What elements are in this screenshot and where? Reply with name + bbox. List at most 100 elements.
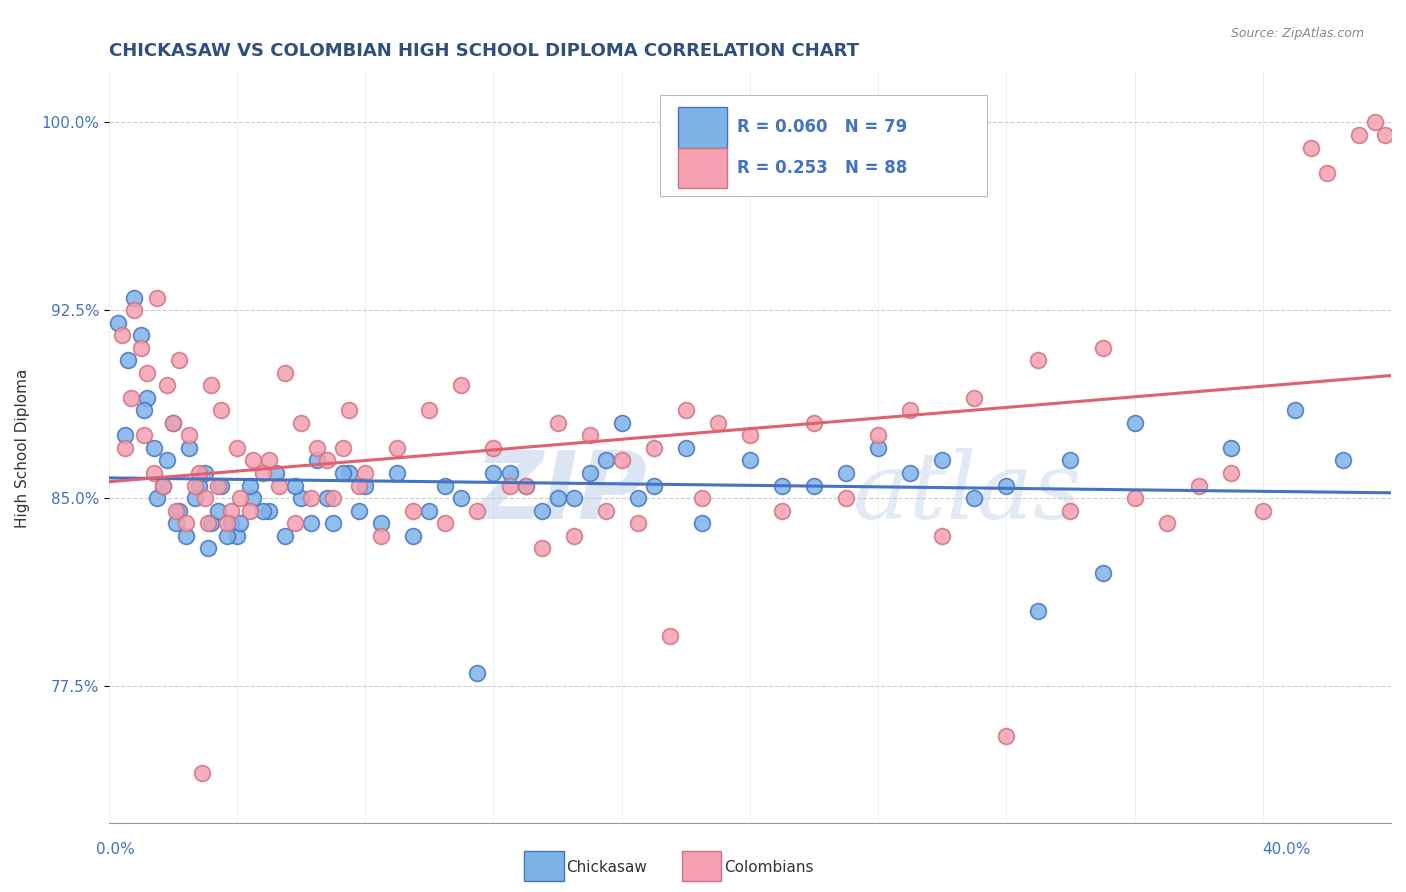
Point	[770, 478, 793, 492]
Text: CHICKASAW VS COLOMBIAN HIGH SCHOOL DIPLOMA CORRELATION CHART: CHICKASAW VS COLOMBIAN HIGH SCHOOL DIPLO…	[108, 42, 859, 60]
Point	[835, 466, 858, 480]
Point	[315, 453, 337, 467]
Point	[898, 466, 921, 480]
Text: 40.0%: 40.0%	[1263, 842, 1310, 856]
Point	[610, 416, 633, 430]
Point	[114, 441, 136, 455]
Text: R = 0.060   N = 79: R = 0.060 N = 79	[737, 119, 907, 136]
Point	[1028, 604, 1050, 618]
Point	[191, 766, 214, 780]
Point	[337, 403, 360, 417]
Point	[868, 428, 890, 442]
Point	[418, 503, 440, 517]
Point	[530, 541, 553, 555]
Point	[1284, 403, 1306, 417]
Point	[307, 453, 329, 467]
Point	[165, 503, 187, 517]
Point	[257, 453, 280, 467]
Point	[1156, 516, 1178, 530]
Point	[146, 491, 169, 505]
Point	[162, 416, 184, 430]
Point	[1059, 453, 1081, 467]
Point	[107, 316, 129, 330]
Point	[627, 491, 650, 505]
Point	[450, 491, 472, 505]
Point	[562, 528, 585, 542]
Text: Source: ZipAtlas.com: Source: ZipAtlas.com	[1230, 27, 1364, 40]
FancyBboxPatch shape	[661, 95, 987, 196]
Point	[229, 516, 252, 530]
Point	[187, 466, 209, 480]
Point	[284, 516, 307, 530]
Point	[1123, 491, 1146, 505]
Point	[252, 466, 274, 480]
Point	[690, 516, 713, 530]
Point	[229, 491, 252, 505]
Point	[995, 729, 1018, 743]
Point	[1059, 503, 1081, 517]
Point	[931, 453, 953, 467]
Y-axis label: High School Diploma: High School Diploma	[15, 368, 30, 528]
Point	[129, 341, 152, 355]
Point	[315, 491, 337, 505]
Point	[207, 478, 229, 492]
Point	[354, 478, 377, 492]
Text: Chickasaw: Chickasaw	[567, 860, 648, 874]
Point	[239, 503, 262, 517]
Point	[835, 491, 858, 505]
Point	[209, 478, 232, 492]
Point	[467, 666, 489, 681]
Point	[162, 416, 184, 430]
Point	[197, 516, 219, 530]
Point	[274, 528, 297, 542]
Point	[1091, 566, 1114, 581]
Point	[370, 528, 392, 542]
Point	[1028, 353, 1050, 368]
Point	[1091, 341, 1114, 355]
Point	[770, 503, 793, 517]
Point	[434, 478, 457, 492]
Point	[1299, 140, 1322, 154]
Point	[226, 528, 249, 542]
Text: Colombians: Colombians	[724, 860, 814, 874]
Point	[117, 353, 139, 368]
Point	[239, 478, 262, 492]
Point	[194, 466, 217, 480]
Point	[165, 516, 187, 530]
FancyBboxPatch shape	[678, 107, 727, 147]
Point	[387, 466, 409, 480]
Point	[174, 528, 197, 542]
Point	[1364, 115, 1386, 129]
Point	[482, 466, 505, 480]
Point	[322, 491, 344, 505]
Point	[152, 478, 174, 492]
Point	[177, 441, 200, 455]
Point	[219, 503, 242, 517]
Point	[1123, 416, 1146, 430]
Point	[124, 303, 146, 318]
Point	[120, 391, 142, 405]
Point	[675, 403, 697, 417]
Point	[643, 478, 665, 492]
Point	[354, 466, 377, 480]
Point	[187, 478, 209, 492]
Point	[370, 516, 392, 530]
Point	[299, 491, 322, 505]
Point	[299, 516, 322, 530]
Text: 0.0%: 0.0%	[96, 842, 135, 856]
Point	[530, 503, 553, 517]
Text: R = 0.253   N = 88: R = 0.253 N = 88	[737, 159, 907, 177]
Point	[132, 428, 155, 442]
Point	[547, 416, 569, 430]
Point	[595, 453, 617, 467]
Point	[675, 441, 697, 455]
Point	[114, 428, 136, 442]
Point	[242, 453, 264, 467]
Point	[1316, 165, 1339, 179]
Point	[402, 503, 425, 517]
Point	[515, 478, 537, 492]
Point	[197, 541, 219, 555]
Point	[898, 403, 921, 417]
Point	[132, 403, 155, 417]
Point	[450, 378, 472, 392]
